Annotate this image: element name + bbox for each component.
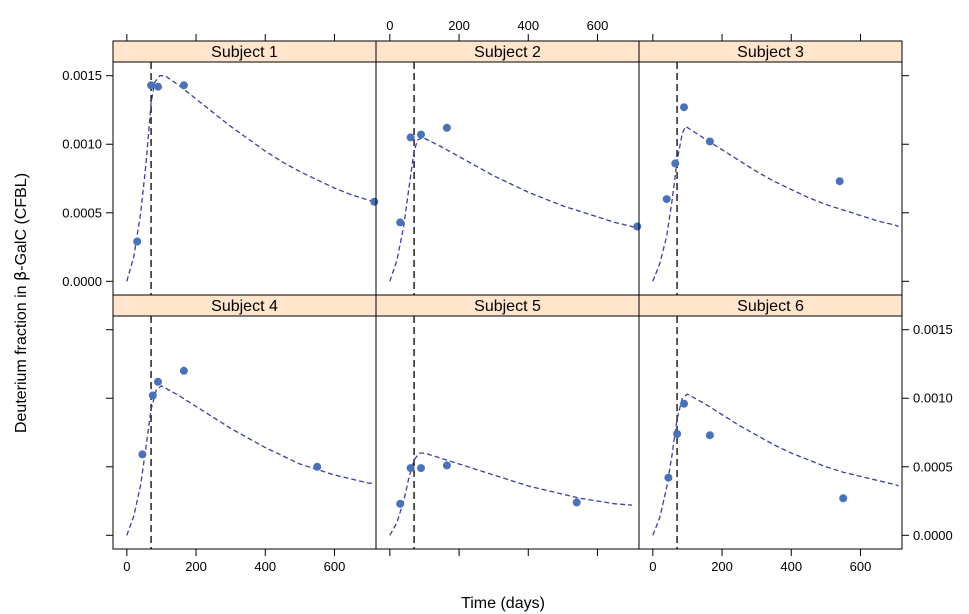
data-point: [179, 81, 188, 90]
data-point: [442, 123, 451, 132]
x-tick-label: 600: [324, 559, 346, 574]
panel-title: Subject 4: [211, 298, 278, 315]
data-point: [148, 391, 157, 400]
panel-title: Subject 3: [737, 44, 804, 61]
data-point: [133, 237, 142, 246]
y-axis-title-greek: β: [11, 271, 30, 281]
panel-4: Subject 4: [112, 294, 377, 550]
model-curve: [389, 452, 633, 536]
panels-layer: Subject 1 Subject 2 Subject 3 Subject 4 Subj…: [112, 40, 903, 550]
data-point: [417, 130, 425, 139]
panel-title: Subject 5: [474, 298, 541, 315]
panel-3: Subject 3: [638, 40, 903, 296]
panel-frame: [638, 61, 903, 296]
data-point: [417, 464, 425, 473]
data-point: [673, 429, 682, 438]
data-point: [633, 222, 642, 231]
y-tick-label: 0.0005: [913, 459, 953, 474]
y-tick-label: 0.0010: [913, 391, 953, 406]
x-tick-label: 200: [448, 18, 470, 33]
panel-title: Subject 1: [211, 44, 278, 61]
data-point: [664, 473, 673, 482]
data-point: [671, 159, 680, 168]
panel-6: Subject 6: [638, 294, 903, 550]
model-curve: [652, 393, 899, 536]
data-point: [839, 494, 848, 503]
data-point: [406, 464, 415, 473]
data-point: [705, 137, 714, 146]
data-point: [835, 177, 844, 186]
data-point: [396, 499, 405, 508]
panel-title: Subject 6: [737, 298, 804, 315]
x-tick-label: 400: [780, 559, 802, 574]
x-tick-label: 200: [185, 559, 207, 574]
y-axis-title-prefix: Deuterium fraction in: [13, 281, 30, 433]
x-tick-label: 0: [123, 559, 130, 574]
x-tick-label: 0: [649, 559, 656, 574]
x-tick-label: 600: [587, 18, 609, 33]
panel-frame: [375, 315, 640, 550]
y-axis-title-suffix: -GalC (CFBL): [13, 173, 30, 271]
x-tick-label: 200: [711, 559, 733, 574]
data-point: [138, 450, 147, 459]
model-curve: [652, 125, 899, 282]
panel-5: Subject 5: [375, 294, 640, 550]
panel-title: Subject 2: [474, 44, 541, 61]
data-point: [680, 103, 688, 112]
model-curve: [389, 136, 638, 282]
panel-1: Subject 1: [112, 40, 379, 296]
axes-layer: 0 200 400 600 0 200 400 600 0 200 400 600 0.0000 0.00…: [62, 18, 953, 574]
data-point: [154, 377, 162, 386]
y-tick-label: 0.0015: [62, 68, 102, 83]
data-point: [705, 431, 714, 440]
x-tick-label: 400: [517, 18, 539, 33]
data-point: [179, 366, 188, 375]
data-point: [147, 81, 156, 90]
data-point: [396, 218, 405, 227]
data-point: [680, 399, 688, 408]
y-tick-label: 0.0000: [62, 274, 102, 289]
panel-frame: [638, 315, 903, 550]
data-point: [442, 461, 451, 470]
data-point: [406, 133, 415, 142]
panel-2: Subject 2: [375, 40, 642, 296]
y-axis-title: Deuterium fraction in β-GalC (CFBL): [11, 173, 30, 433]
model-curve: [126, 385, 373, 536]
data-point: [662, 195, 671, 204]
x-axis-title: Time (days): [461, 595, 545, 612]
y-tick-label: 0.0015: [913, 322, 953, 337]
data-point: [154, 82, 162, 91]
x-tick-label: 600: [850, 559, 872, 574]
panel-frame: [112, 315, 377, 550]
panel-frame: [375, 61, 640, 296]
x-tick-label: 0: [386, 18, 393, 33]
y-tick-label: 0.0010: [62, 137, 102, 152]
data-point: [572, 498, 581, 507]
y-tick-label: 0.0005: [62, 205, 102, 220]
data-point: [313, 462, 322, 471]
data-point: [370, 197, 379, 206]
y-tick-label: 0.0000: [913, 528, 953, 543]
model-curve: [126, 75, 377, 282]
x-tick-label: 400: [254, 559, 276, 574]
